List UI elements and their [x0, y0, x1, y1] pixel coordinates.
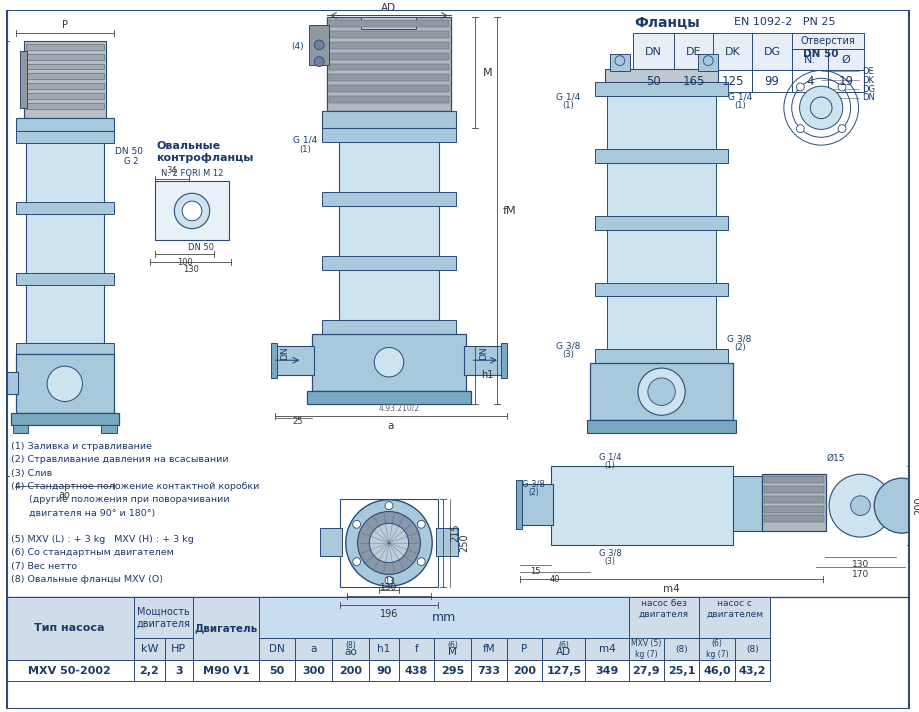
Bar — [471, 660, 506, 681]
Text: (8): (8) — [745, 644, 758, 654]
Text: Овальные
контрофланцы: Овальные контрофланцы — [156, 141, 254, 163]
Text: MXV 50-2002: MXV 50-2002 — [28, 666, 111, 676]
Circle shape — [314, 57, 323, 66]
Text: a: a — [387, 421, 393, 431]
Text: 50: 50 — [269, 666, 284, 676]
Bar — [752, 70, 791, 92]
Text: fM: fM — [482, 644, 495, 654]
Bar — [329, 31, 448, 38]
Text: (2) Стравливание давления на всасывании: (2) Стравливание давления на всасывании — [11, 456, 228, 464]
Bar — [133, 638, 165, 660]
Bar — [24, 41, 106, 117]
Text: DG: DG — [861, 85, 874, 94]
Text: 349: 349 — [595, 666, 618, 676]
Text: (8): (8) — [675, 644, 687, 654]
Text: насос без
двигателя: насос без двигателя — [639, 599, 688, 619]
Text: (1): (1) — [604, 461, 615, 470]
Circle shape — [837, 83, 845, 91]
Text: G 3/8: G 3/8 — [598, 548, 620, 557]
Text: DN 50: DN 50 — [802, 48, 838, 59]
Bar — [307, 391, 470, 404]
Circle shape — [385, 577, 392, 585]
Text: m4: m4 — [598, 644, 615, 654]
Text: fM: fM — [503, 206, 516, 216]
Bar — [322, 192, 455, 206]
Bar — [155, 182, 229, 241]
Bar — [584, 638, 628, 660]
Bar — [752, 33, 791, 70]
Bar — [332, 660, 369, 681]
Bar — [13, 425, 28, 433]
Bar — [595, 283, 727, 296]
Bar — [632, 33, 673, 70]
Text: Фланцы: Фланцы — [634, 16, 699, 29]
Bar — [259, 597, 628, 638]
Text: 127,5: 127,5 — [546, 666, 581, 676]
Text: G 3/8: G 3/8 — [555, 341, 579, 350]
Bar — [133, 660, 165, 681]
Bar — [320, 528, 342, 556]
Text: 200: 200 — [513, 666, 536, 676]
Bar — [519, 484, 552, 525]
Text: G 3/8: G 3/8 — [727, 334, 751, 343]
Bar — [16, 273, 114, 285]
Bar — [16, 117, 114, 132]
Bar — [294, 638, 332, 660]
Bar — [16, 132, 114, 143]
Text: a: a — [310, 644, 316, 654]
Text: 43,2: 43,2 — [738, 666, 766, 676]
Bar — [506, 638, 541, 660]
Text: mm: mm — [431, 611, 456, 624]
Bar — [327, 17, 450, 111]
Circle shape — [417, 520, 425, 528]
Bar — [398, 660, 434, 681]
Text: m4: m4 — [663, 584, 679, 594]
Bar — [6, 597, 133, 660]
Text: DN 50: DN 50 — [187, 243, 214, 252]
Bar — [734, 660, 769, 681]
Bar — [361, 17, 416, 29]
Circle shape — [828, 474, 891, 537]
Text: 25,1: 25,1 — [667, 666, 695, 676]
Bar — [607, 229, 715, 283]
Text: ao: ao — [59, 490, 71, 500]
Text: 15: 15 — [529, 567, 540, 576]
Bar — [6, 660, 133, 681]
Text: DE: DE — [685, 47, 700, 57]
Circle shape — [417, 557, 425, 565]
Text: kW: kW — [141, 644, 158, 654]
Bar — [101, 425, 117, 433]
Text: (2): (2) — [528, 488, 539, 498]
Bar — [762, 474, 825, 531]
Text: MXV (5)
kg (7): MXV (5) kg (7) — [630, 639, 661, 659]
Circle shape — [352, 520, 360, 528]
Text: 438: 438 — [404, 666, 427, 676]
Text: Мощность
двигателя: Мощность двигателя — [136, 607, 189, 629]
Bar — [607, 296, 715, 350]
Text: (4): (4) — [291, 43, 303, 51]
Bar — [369, 660, 398, 681]
Circle shape — [873, 478, 919, 533]
Bar — [764, 496, 823, 503]
Circle shape — [796, 83, 803, 91]
Bar — [506, 660, 541, 681]
Bar — [664, 660, 698, 681]
Bar — [607, 96, 715, 149]
Circle shape — [385, 502, 392, 510]
Bar — [501, 342, 506, 378]
Text: DN: DN — [269, 644, 285, 654]
Bar — [398, 638, 434, 660]
Bar — [673, 33, 712, 70]
Text: G 1/4: G 1/4 — [555, 93, 579, 102]
Bar — [19, 51, 28, 108]
Text: DN: DN — [280, 347, 289, 360]
Bar — [322, 111, 455, 128]
Circle shape — [837, 125, 845, 132]
Text: DK: DK — [724, 47, 740, 57]
Bar — [26, 73, 104, 79]
Text: M: M — [448, 647, 457, 657]
Bar — [329, 74, 448, 81]
Bar — [338, 128, 438, 320]
Circle shape — [314, 40, 323, 50]
Text: (1) Заливка и стравливание: (1) Заливка и стравливание — [11, 442, 152, 451]
